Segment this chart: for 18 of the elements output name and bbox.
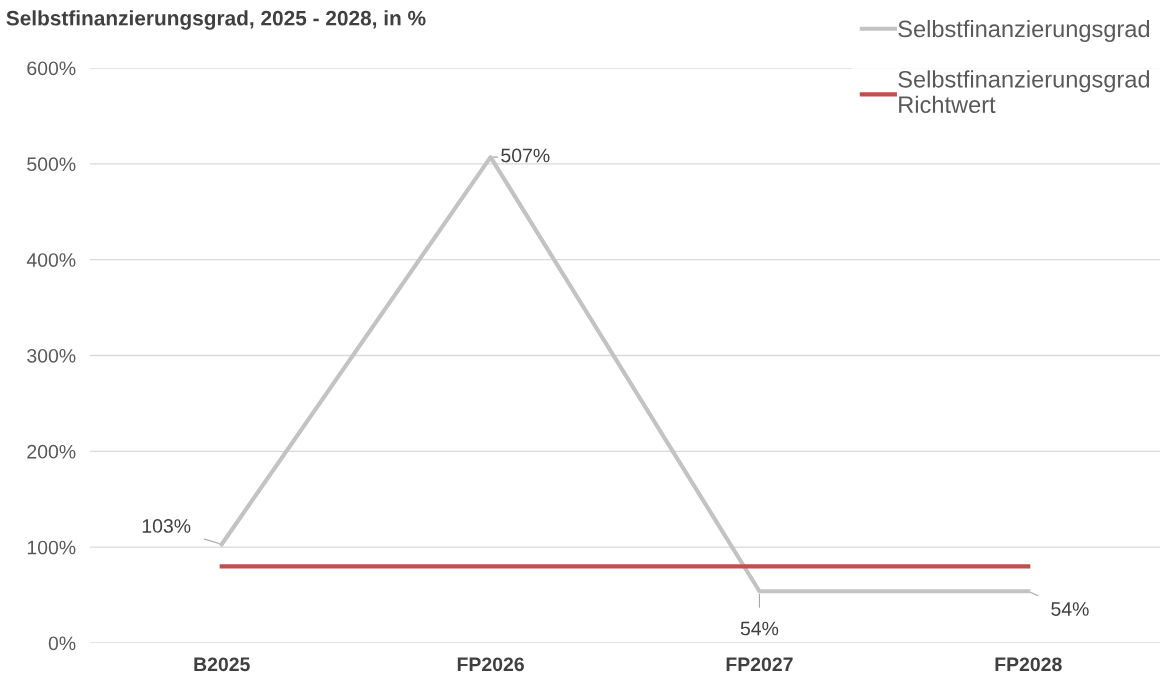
y-tick-label: 100% xyxy=(27,540,76,555)
data-label: 507% xyxy=(501,148,550,163)
y-tick-label: 200% xyxy=(27,444,76,459)
y-tick-label: 400% xyxy=(26,253,76,267)
chart-title: Selbstfinanzierungsgrad, 2025 - 2028, in % xyxy=(6,10,426,30)
legend-label: Selbstfinanzierungsgrad xyxy=(898,19,1150,42)
legend-label: Selbstfinanzierungsgrad Richtwert xyxy=(898,70,1150,114)
x-tick-label: FP2028 xyxy=(995,657,1062,672)
x-tick-label: FP2026 xyxy=(457,657,524,672)
y-tick-label: 600% xyxy=(27,61,76,76)
x-tick-label: FP2027 xyxy=(726,657,793,672)
y-tick-label: 500% xyxy=(27,157,76,172)
y-tick-label: 300% xyxy=(27,348,76,363)
x-tick-label: B2025 xyxy=(194,657,250,672)
data-label: 103% xyxy=(142,519,191,533)
data-label: 54% xyxy=(740,621,779,636)
data-label: 54% xyxy=(1051,602,1089,616)
y-tick-label: 0% xyxy=(48,636,76,651)
